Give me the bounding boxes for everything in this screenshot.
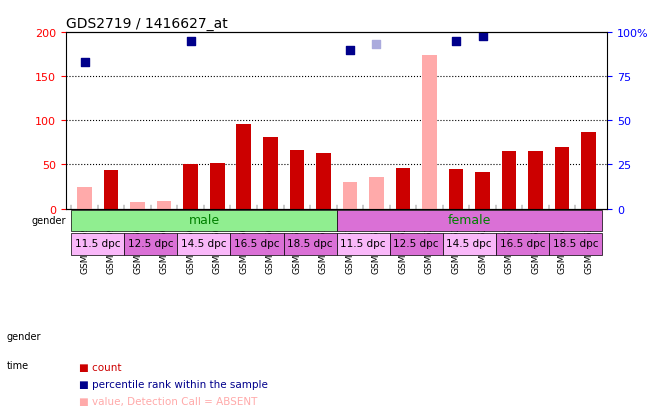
Point (106, 19, 116, 26)
Text: 14.5 dpc: 14.5 dpc (182, 239, 226, 249)
Text: 14.5 dpc: 14.5 dpc (447, 239, 492, 249)
Bar (316, 154, 331, 209)
Point (397, 17, 408, 24)
Text: 11.5 dpc: 11.5 dpc (75, 239, 121, 249)
Point (557, 0, 568, 3)
Bar (130, 202, 145, 209)
Point (477, 33, 488, 40)
Bar (290, 151, 304, 209)
Text: 12.5 dpc: 12.5 dpc (128, 239, 174, 249)
FancyBboxPatch shape (178, 234, 230, 255)
Bar (422, 56, 437, 209)
Point (371, 42, 381, 49)
Point (79, 59, 90, 66)
Text: 16.5 dpc: 16.5 dpc (500, 239, 545, 249)
FancyBboxPatch shape (71, 234, 124, 255)
FancyBboxPatch shape (496, 234, 549, 255)
FancyBboxPatch shape (230, 234, 284, 255)
Text: ■ value, Detection Call = ABSENT: ■ value, Detection Call = ABSENT (79, 396, 257, 406)
Text: male: male (188, 214, 220, 227)
Text: ■ count: ■ count (79, 363, 121, 373)
Text: gender: gender (32, 216, 66, 225)
Point (292, 2, 302, 8)
Text: time: time (7, 361, 29, 370)
Bar (475, 172, 490, 209)
Point (212, 19, 222, 26)
Text: ■ percentile rank within the sample: ■ percentile rank within the sample (79, 379, 268, 389)
Text: 18.5 dpc: 18.5 dpc (287, 239, 333, 249)
FancyBboxPatch shape (124, 234, 178, 255)
Point (530, 10, 541, 17)
FancyBboxPatch shape (443, 234, 496, 255)
Point (504, 7, 514, 14)
Bar (77, 187, 92, 209)
Bar (555, 147, 570, 209)
Bar (157, 201, 172, 209)
Point (318, 0, 329, 1)
Bar (183, 164, 198, 209)
Bar (581, 133, 596, 209)
Bar (502, 152, 516, 209)
Bar (343, 183, 357, 209)
Point (185, 38, 196, 45)
Text: 12.5 dpc: 12.5 dpc (393, 239, 439, 249)
Text: 11.5 dpc: 11.5 dpc (341, 239, 386, 249)
FancyBboxPatch shape (337, 210, 602, 231)
FancyBboxPatch shape (389, 234, 443, 255)
Text: 16.5 dpc: 16.5 dpc (234, 239, 280, 249)
Text: 18.5 dpc: 18.5 dpc (552, 239, 598, 249)
Text: GDS2719 / 1416627_at: GDS2719 / 1416627_at (66, 17, 228, 31)
FancyBboxPatch shape (284, 234, 337, 255)
FancyBboxPatch shape (71, 210, 337, 231)
Bar (395, 169, 411, 209)
Text: gender: gender (7, 332, 41, 342)
Bar (449, 169, 463, 209)
Bar (263, 138, 278, 209)
Text: female: female (447, 214, 491, 227)
Bar (104, 171, 118, 209)
FancyBboxPatch shape (337, 234, 389, 255)
Bar (369, 178, 383, 209)
Point (345, 47, 355, 54)
Bar (210, 163, 224, 209)
Bar (236, 125, 251, 209)
FancyBboxPatch shape (549, 234, 602, 255)
Point (451, 38, 461, 45)
Text: ■ rank, Detection Call = ABSENT: ■ rank, Detection Call = ABSENT (79, 412, 253, 413)
Bar (528, 152, 543, 209)
